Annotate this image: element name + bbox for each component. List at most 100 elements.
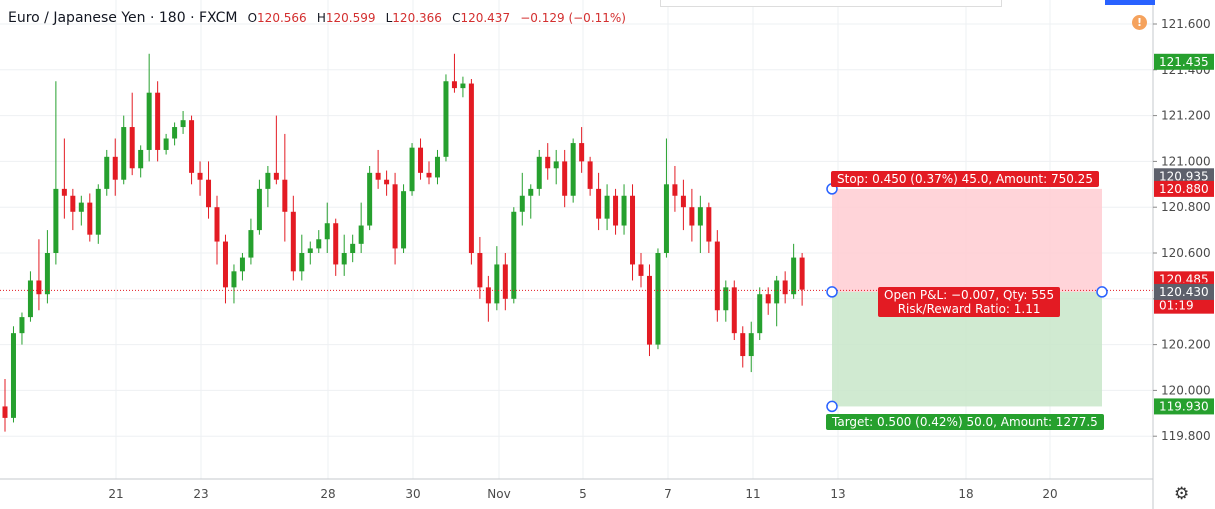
candle-body[interactable]: [511, 211, 517, 299]
candle-body[interactable]: [95, 188, 101, 235]
candle-body[interactable]: [27, 280, 33, 318]
stop-label[interactable]: Stop: 0.450 (0.37%) 45.0, Amount: 750.25: [831, 171, 1099, 187]
candle-body[interactable]: [384, 179, 390, 185]
stop-zone[interactable]: [832, 188, 1102, 292]
candle-body[interactable]: [70, 195, 76, 212]
candle-body[interactable]: [265, 172, 271, 189]
candle-body[interactable]: [19, 317, 25, 334]
candle-body[interactable]: [723, 287, 729, 311]
candle-body[interactable]: [570, 143, 576, 196]
candle-body[interactable]: [426, 172, 432, 178]
candle-body[interactable]: [248, 230, 254, 258]
candle-body[interactable]: [697, 207, 703, 226]
candle-body[interactable]: [104, 156, 110, 189]
candle-body[interactable]: [596, 188, 602, 219]
candle-body[interactable]: [706, 207, 712, 242]
candle-body[interactable]: [112, 156, 118, 180]
candle-body[interactable]: [350, 243, 356, 253]
candle-body[interactable]: [316, 239, 322, 249]
candle-body[interactable]: [791, 257, 797, 295]
candle-body[interactable]: [121, 127, 127, 180]
candle-body[interactable]: [485, 287, 491, 304]
gear-icon[interactable]: ⚙: [1174, 484, 1190, 504]
candle-body[interactable]: [290, 211, 296, 272]
candle-body[interactable]: [367, 172, 373, 226]
candle-body[interactable]: [757, 294, 763, 334]
candle-body[interactable]: [613, 195, 619, 226]
candle-body[interactable]: [418, 147, 424, 173]
candle-body[interactable]: [638, 264, 644, 276]
candle-body[interactable]: [299, 253, 305, 272]
candle-body[interactable]: [239, 257, 245, 272]
candle-body[interactable]: [468, 83, 474, 253]
pnl-label[interactable]: Open P&L: −0.007, Qty: 555 Risk/Reward R…: [878, 287, 1061, 317]
entry-handle-left[interactable]: [826, 286, 838, 298]
candle-body[interactable]: [672, 184, 678, 196]
candle-body[interactable]: [206, 179, 212, 208]
candle-body[interactable]: [2, 406, 8, 418]
candle-body[interactable]: [146, 92, 152, 150]
candle-body[interactable]: [409, 147, 415, 192]
candle-body[interactable]: [494, 264, 500, 304]
target-label[interactable]: Target: 0.500 (0.42%) 50.0, Amount: 1277…: [826, 414, 1104, 430]
candle-body[interactable]: [740, 333, 746, 357]
candle-body[interactable]: [587, 161, 593, 189]
candle-body[interactable]: [460, 83, 466, 89]
entry-handle-right[interactable]: [1096, 286, 1108, 298]
candle-body[interactable]: [197, 172, 203, 180]
candle-body[interactable]: [222, 241, 228, 288]
candle-body[interactable]: [451, 81, 457, 89]
candle-body[interactable]: [502, 264, 508, 299]
candle-body[interactable]: [519, 195, 525, 212]
candle-body[interactable]: [231, 271, 237, 288]
candle-body[interactable]: [87, 202, 93, 235]
candle-body[interactable]: [646, 275, 652, 345]
candle-body[interactable]: [528, 188, 534, 196]
candle-body[interactable]: [630, 195, 636, 265]
candle-body[interactable]: [663, 184, 669, 253]
candle-body[interactable]: [731, 287, 737, 334]
candle-body[interactable]: [36, 280, 42, 295]
candle-body[interactable]: [689, 207, 695, 226]
candle-body[interactable]: [765, 294, 771, 304]
candle-body[interactable]: [562, 161, 568, 196]
candle-body[interactable]: [655, 253, 661, 345]
candle-body[interactable]: [61, 188, 67, 196]
candle-body[interactable]: [256, 188, 262, 231]
candle-body[interactable]: [748, 333, 754, 357]
candle-body[interactable]: [333, 223, 339, 265]
target-handle[interactable]: [826, 400, 838, 413]
candle-body[interactable]: [138, 149, 144, 169]
candle-body[interactable]: [214, 207, 220, 242]
candle-body[interactable]: [44, 253, 50, 295]
candle-body[interactable]: [714, 241, 720, 311]
candle-body[interactable]: [680, 195, 686, 208]
candle-body[interactable]: [163, 138, 169, 150]
candle-body[interactable]: [189, 120, 195, 173]
candle-body[interactable]: [10, 333, 16, 418]
candle-body[interactable]: [155, 92, 161, 150]
candle-body[interactable]: [782, 280, 788, 295]
candle-body[interactable]: [621, 195, 627, 226]
candle-body[interactable]: [604, 195, 610, 219]
candle-body[interactable]: [341, 253, 347, 265]
candle-body[interactable]: [180, 120, 186, 128]
candle-body[interactable]: [282, 179, 288, 212]
candle-body[interactable]: [401, 191, 407, 249]
candle-body[interactable]: [774, 280, 780, 304]
candle-body[interactable]: [78, 202, 84, 212]
candle-body[interactable]: [172, 127, 178, 139]
alert-icon[interactable]: !: [1132, 15, 1147, 30]
candle-body[interactable]: [53, 188, 59, 253]
candle-body[interactable]: [434, 156, 440, 178]
candle-body[interactable]: [375, 172, 381, 180]
candle-body[interactable]: [536, 156, 542, 189]
candle-body[interactable]: [799, 257, 805, 290]
candle-body[interactable]: [273, 172, 279, 180]
candle-body[interactable]: [545, 156, 551, 169]
candle-body[interactable]: [553, 161, 559, 169]
candle-body[interactable]: [358, 225, 364, 244]
candle-body[interactable]: [443, 81, 449, 157]
candle-body[interactable]: [307, 248, 313, 253]
